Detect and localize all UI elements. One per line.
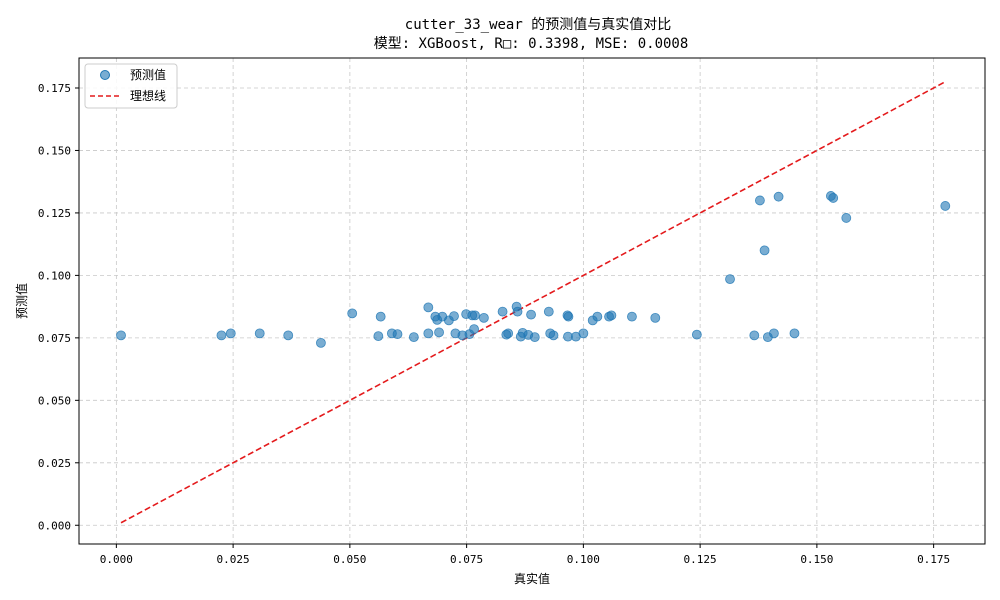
data-point (627, 311, 637, 322)
x-tick-label: 0.075 (450, 553, 483, 566)
data-point (225, 328, 236, 339)
data-point (828, 193, 839, 203)
data-point (503, 328, 514, 339)
y-tick-label: 0.125 (38, 207, 71, 220)
x-tick-label: 0.175 (917, 553, 950, 566)
ideal-line (120, 81, 946, 524)
data-point (216, 330, 227, 341)
data-point (725, 274, 735, 285)
data-point (423, 328, 434, 339)
data-point (789, 328, 800, 339)
data-point (392, 329, 403, 340)
legend-label-predicted: 预测值 (130, 67, 166, 82)
data-point (423, 302, 434, 313)
y-tick-label: 0.100 (38, 269, 71, 282)
x-axis-label: 真实值 (514, 571, 550, 586)
chart-title: cutter_33_wear 的预测值与真实值对比 (405, 17, 671, 33)
data-point (373, 331, 384, 342)
data-point (434, 327, 444, 338)
legend: 预测值 理想线 (84, 63, 178, 109)
data-point (548, 330, 559, 341)
data-point (841, 213, 852, 223)
data-point (606, 310, 617, 321)
y-tick-label: 0.075 (38, 332, 71, 345)
data-point (469, 324, 479, 335)
data-point (526, 309, 536, 320)
data-point (755, 195, 765, 206)
y-tick-label: 0.175 (38, 82, 71, 95)
chart-subtitle: 模型: XGBoost, R□: 0.3398, MSE: 0.0008 (374, 36, 689, 52)
data-point (347, 308, 358, 319)
data-point (449, 311, 459, 322)
data-point (375, 311, 386, 322)
y-tick-label: 0.025 (38, 457, 71, 470)
data-points (116, 191, 951, 348)
legend-marker-predicted (100, 70, 110, 80)
data-point (512, 306, 523, 317)
legend-label-ideal: 理想线 (130, 88, 166, 103)
data-point (769, 328, 779, 339)
y-tick-label: 0.000 (38, 519, 71, 532)
data-point (773, 191, 784, 202)
data-point (529, 332, 540, 343)
data-point (283, 330, 294, 341)
data-point (254, 328, 265, 339)
x-tick-label: 0.025 (217, 553, 250, 566)
ideal-line-layer (120, 81, 946, 524)
y-axis-label: 预测值 (14, 283, 29, 319)
x-tick-label: 0.100 (567, 553, 600, 566)
y-axis-ticks: 0.000 0.025 0.050 0.075 0.100 0.125 0.150 0.175 (38, 82, 79, 532)
data-point (749, 330, 760, 341)
data-point (497, 306, 508, 317)
x-tick-label: 0.150 (800, 553, 833, 566)
grid-lines (79, 58, 985, 544)
data-point (563, 311, 574, 322)
x-tick-label: 0.050 (333, 553, 366, 566)
x-tick-label: 0.000 (100, 553, 133, 566)
plot-area-frame (78, 57, 986, 545)
x-tick-label: 0.125 (684, 553, 717, 566)
data-point (940, 201, 951, 211)
data-point (116, 330, 126, 341)
data-point (478, 312, 489, 323)
data-point (759, 245, 770, 256)
data-point (650, 312, 661, 323)
y-tick-label: 0.050 (38, 394, 71, 407)
y-tick-label: 0.150 (38, 144, 71, 157)
x-axis-ticks: 0.000 0.025 0.050 0.075 0.100 0.125 0.150 0.175 (100, 544, 950, 566)
data-point (470, 310, 480, 321)
data-point (543, 306, 554, 317)
data-point (578, 328, 589, 339)
data-point (316, 337, 326, 348)
data-point (691, 329, 702, 340)
data-point (592, 311, 603, 322)
data-point (408, 332, 419, 343)
